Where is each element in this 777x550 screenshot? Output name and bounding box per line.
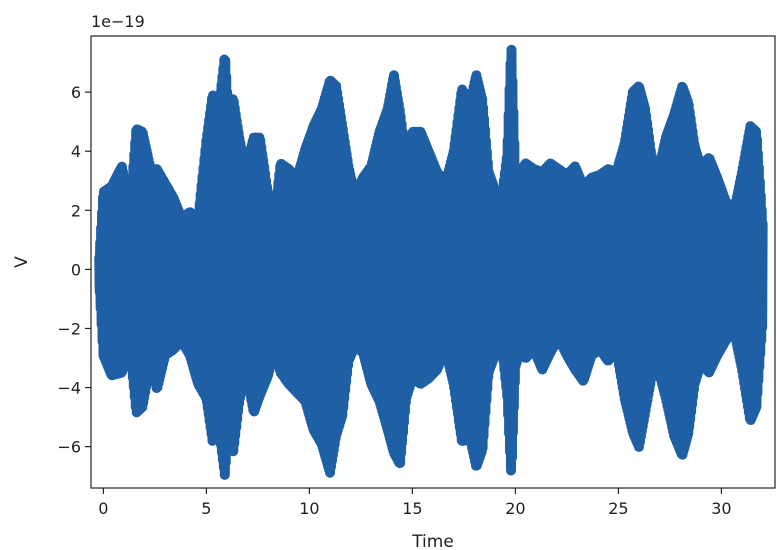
y-tick-label: 6: [71, 83, 81, 102]
x-tick-label: 30: [711, 499, 731, 518]
x-axis-label: Time: [411, 532, 454, 550]
y-tick-label: −6: [57, 438, 81, 457]
y-tick-label: 0: [71, 260, 81, 279]
x-tick-label: 5: [201, 499, 211, 518]
x-tick-label: 10: [299, 499, 319, 518]
y-axis-offset-text: 1e−19: [91, 12, 145, 31]
x-tick-label: 20: [505, 499, 525, 518]
series-layer: [94, 44, 768, 480]
y-axis: −6 −4 −2 0 2 4 6: [57, 83, 91, 457]
y-axis-label: V: [12, 256, 32, 268]
x-tick-label: 15: [402, 499, 422, 518]
y-tick-label: 4: [71, 142, 81, 161]
x-tick-label: 0: [98, 499, 108, 518]
y-tick-label: −2: [57, 319, 81, 338]
x-axis: 0 5 10 15 20 25 30: [98, 488, 732, 518]
y-tick-label: 2: [71, 201, 81, 220]
y-tick-label: −4: [57, 379, 81, 398]
x-tick-label: 25: [608, 499, 628, 518]
plot-frame: [90, 35, 776, 489]
series-line-0: [94, 44, 768, 480]
